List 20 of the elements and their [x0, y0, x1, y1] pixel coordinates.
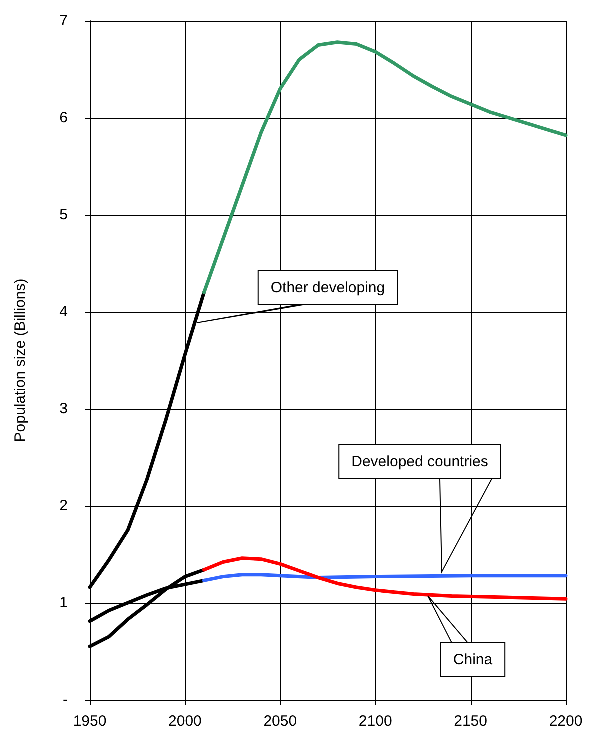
- y-tick-label: 4: [60, 304, 68, 320]
- x-tick-label: 2150: [454, 713, 488, 730]
- x-tick-label: 2050: [264, 713, 298, 730]
- x-tick-label: 2000: [168, 713, 202, 730]
- y-tick-label: -: [63, 692, 68, 708]
- x-tick-label: 2200: [549, 713, 583, 730]
- line-series: [202, 40, 568, 294]
- annotation: Developed countries: [352, 454, 488, 470]
- y-tick-label: 3: [60, 400, 68, 418]
- y-tick-label: 6: [60, 110, 68, 126]
- annotation: Other developing: [270, 280, 386, 296]
- y-axis-title: Population size (Billions): [12, 278, 29, 442]
- y-tick-label: 5: [60, 206, 68, 224]
- y-tick-label: 2: [60, 498, 68, 514]
- x-tick-label: 1950: [73, 713, 107, 730]
- line-series: [202, 556, 568, 601]
- y-tick-label: 1: [60, 594, 68, 612]
- annotation: China: [453, 652, 494, 668]
- y-tick-label: 7: [60, 12, 68, 30]
- x-tick-label: 2100: [358, 713, 392, 730]
